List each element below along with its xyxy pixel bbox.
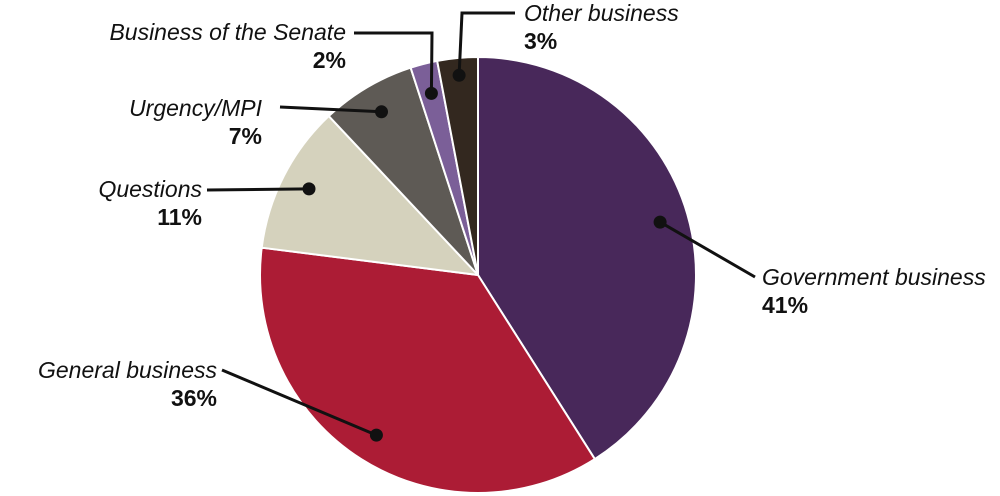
pie-slice-questions	[260, 115, 479, 276]
leader-line-business-of-the-senate	[354, 31, 434, 94]
label-government-business: Government business 41%	[762, 264, 986, 318]
pie-slices	[259, 56, 697, 494]
slice-value-urgency-mpi: 7%	[229, 123, 262, 149]
pie-slice-general-business	[259, 246, 596, 494]
slice-label-other-business: Other business	[524, 0, 679, 26]
leader-lines	[206, 11, 756, 442]
leader-dot-urgency-mpi	[375, 105, 388, 119]
leader-line-urgency-mpi	[279, 105, 382, 114]
label-questions: Questions 11%	[98, 176, 202, 230]
leader-dot-questions	[302, 182, 316, 196]
leader-line-government-business	[659, 220, 756, 279]
slice-value-general-business: 36%	[171, 385, 217, 411]
slice-value-government-business: 41%	[762, 292, 808, 318]
slice-label-questions: Questions	[98, 176, 202, 202]
pie-slice-other-business	[436, 56, 479, 276]
leader-line-questions	[206, 187, 310, 192]
slice-value-business-of-the-senate: 2%	[313, 47, 346, 73]
label-other-business: Other business 3%	[524, 0, 679, 54]
pie-slice-government-business	[477, 56, 697, 461]
slice-value-other-business: 3%	[524, 28, 557, 54]
slice-label-urgency-mpi: Urgency/MPI	[129, 95, 263, 121]
leader-line-general-business	[221, 368, 377, 437]
leader-dot-business-of-the-senate	[424, 86, 438, 100]
leader-dot-government-business	[653, 215, 667, 229]
label-urgency-mpi: Urgency/MPI 7%	[129, 95, 263, 149]
leader-dot-other-business	[452, 68, 466, 82]
leader-line-other-business	[457, 11, 515, 76]
leader-dot-general-business	[369, 428, 383, 442]
label-business-of-the-senate: Business of the Senate 2%	[109, 19, 346, 73]
slice-label-business-of-the-senate: Business of the Senate	[109, 19, 346, 45]
slice-label-general-business: General business	[38, 357, 217, 383]
label-general-business: General business 36%	[38, 357, 217, 411]
slice-value-questions: 11%	[157, 204, 202, 230]
slice-label-government-business: Government business	[762, 264, 986, 290]
